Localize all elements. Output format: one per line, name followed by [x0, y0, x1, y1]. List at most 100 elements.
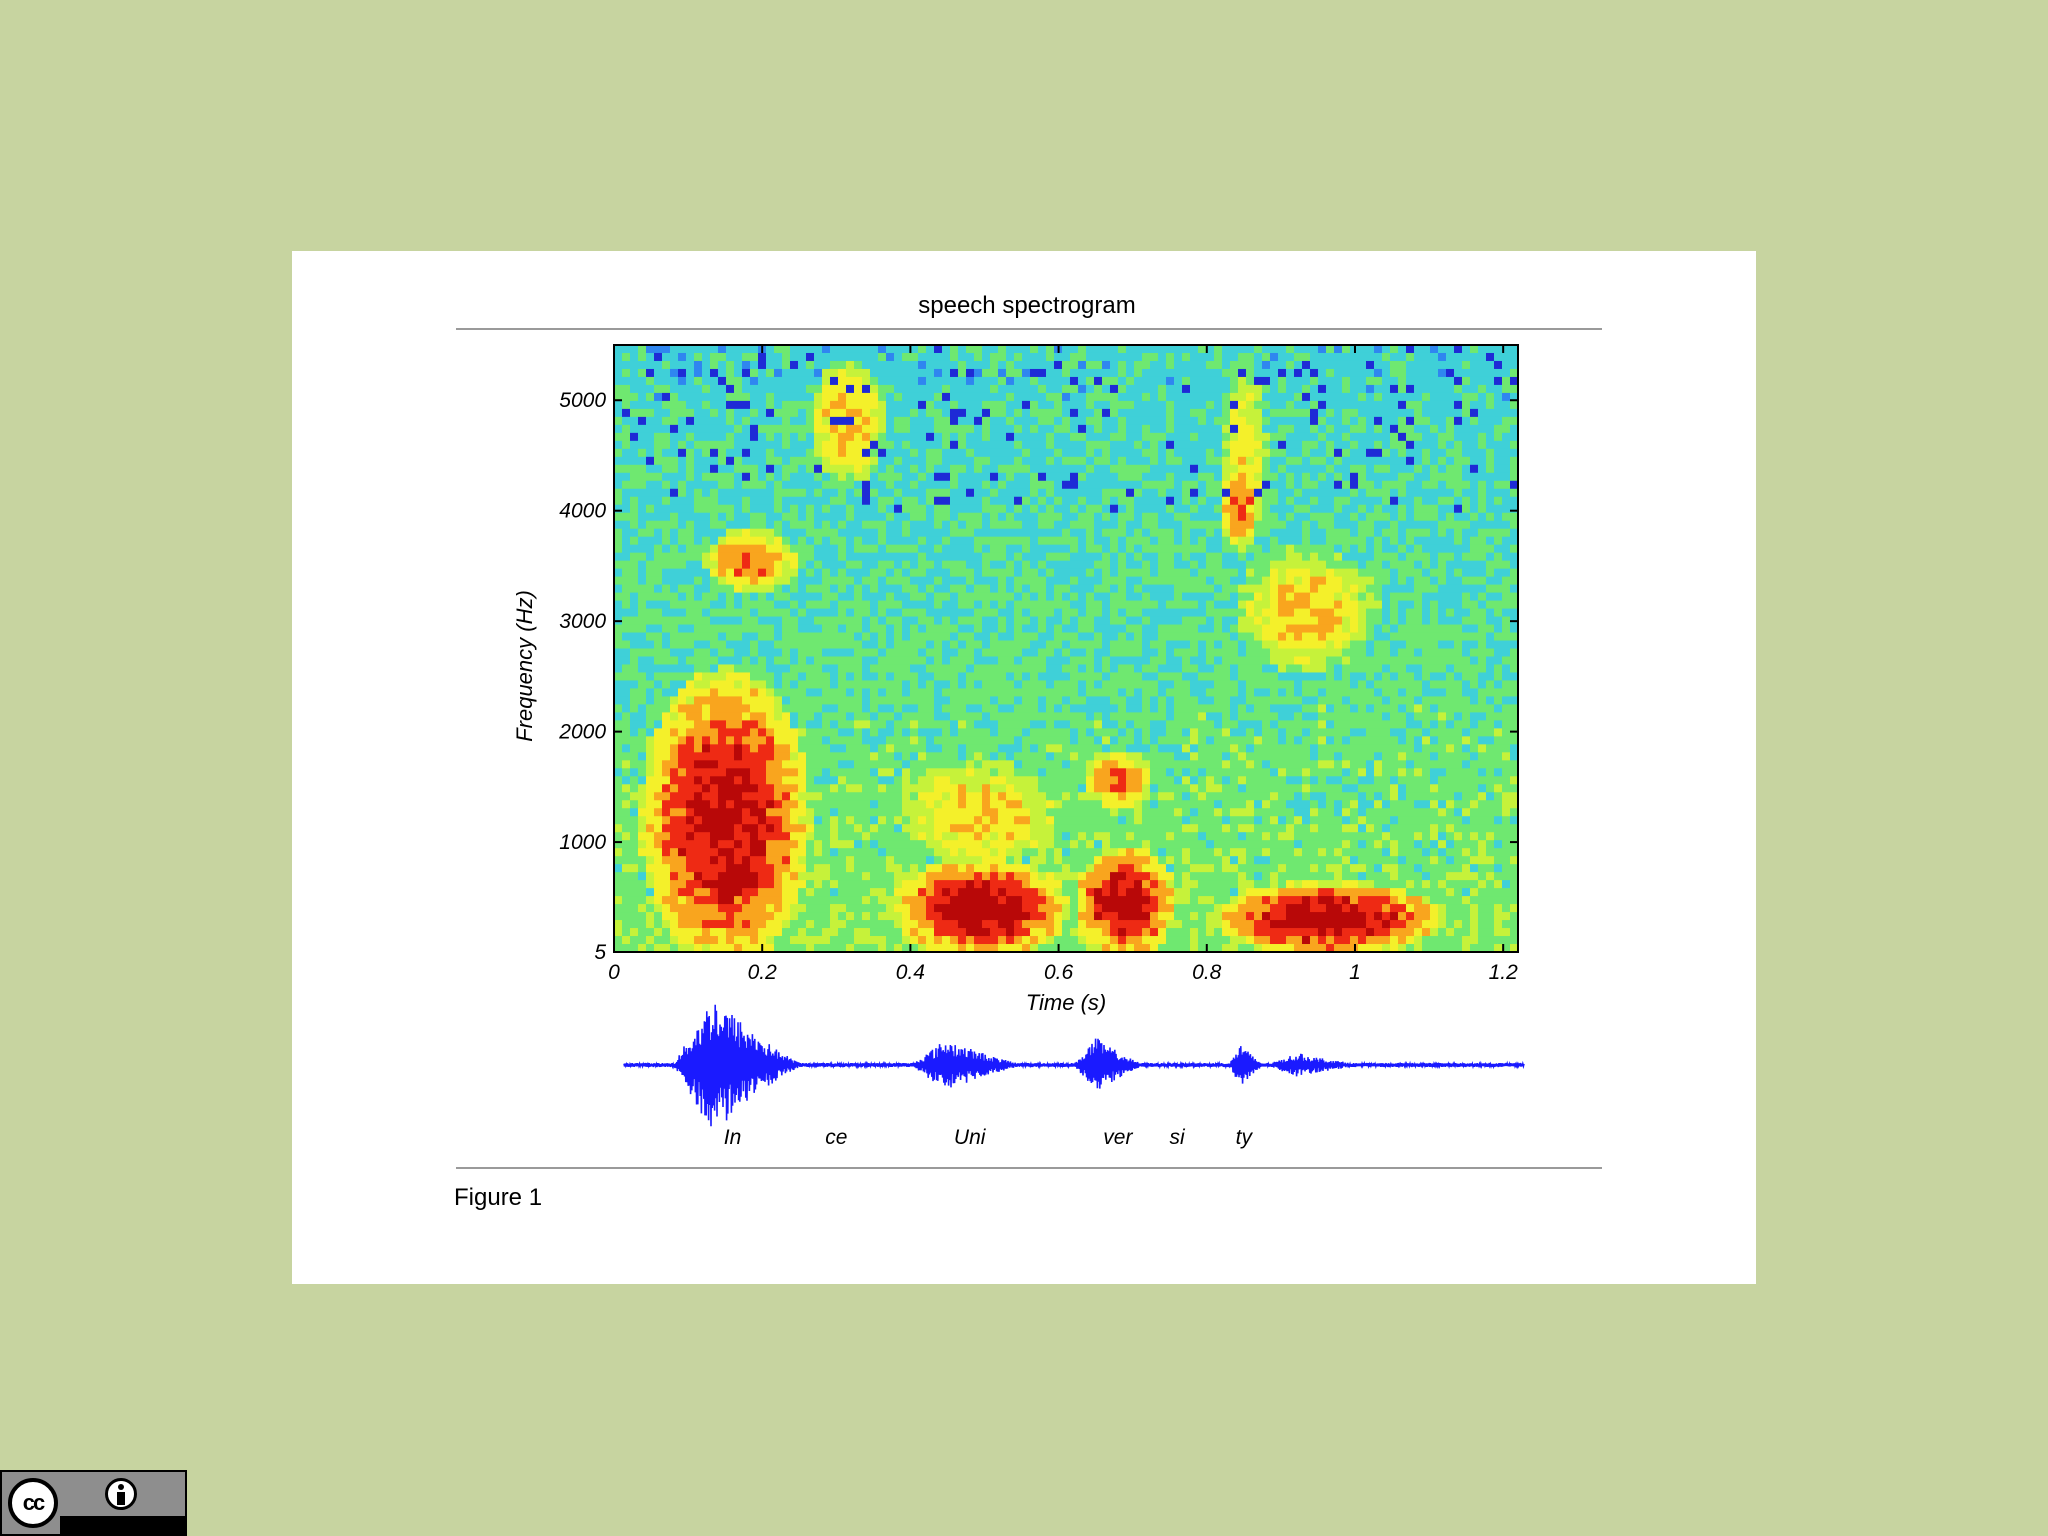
heatmap-cell	[830, 528, 839, 538]
heatmap-cell	[766, 728, 775, 737]
heatmap-cell	[1118, 680, 1127, 690]
heatmap-cell	[1046, 728, 1055, 737]
heatmap-cell	[950, 600, 959, 610]
heatmap-cell	[918, 792, 927, 801]
heatmap-cell	[878, 664, 887, 674]
heatmap-cell	[870, 656, 879, 666]
heatmap-cell	[1022, 920, 1031, 929]
heatmap-cell	[1014, 704, 1023, 713]
heatmap-cell	[638, 912, 647, 921]
heatmap-cell	[822, 872, 831, 881]
heatmap-cell	[990, 896, 999, 905]
heatmap-cell	[1102, 552, 1111, 562]
heatmap-cell	[670, 824, 679, 833]
heatmap-cell	[1046, 488, 1055, 498]
heatmap-cell	[782, 936, 791, 945]
heatmap-cell	[854, 584, 863, 594]
heatmap-cell	[982, 696, 991, 706]
heatmap-cell	[910, 472, 919, 482]
heatmap-cell	[974, 880, 983, 889]
heatmap-cell	[750, 568, 759, 578]
heatmap-cell	[694, 776, 703, 785]
heatmap-cell	[654, 416, 663, 426]
heatmap-cell	[910, 880, 919, 889]
heatmap-cell	[862, 368, 871, 378]
heatmap-cell	[1102, 568, 1111, 578]
heatmap-cell	[806, 448, 815, 458]
heatmap-cell	[1070, 688, 1079, 698]
heatmap-cell	[854, 416, 863, 426]
heatmap-cell	[982, 936, 991, 945]
heatmap-cell	[702, 400, 711, 410]
heatmap-cell	[710, 576, 719, 586]
heatmap-cell	[886, 496, 895, 506]
heatmap-cell	[1126, 368, 1135, 378]
heatmap-cell	[654, 608, 663, 618]
heatmap-cell	[1070, 784, 1079, 793]
heatmap-cell	[734, 928, 743, 937]
heatmap-cell	[806, 592, 815, 602]
heatmap-cell	[822, 824, 831, 833]
heatmap-cell	[1022, 808, 1031, 817]
heatmap-cell	[990, 848, 999, 857]
heatmap-cell	[846, 480, 855, 490]
heatmap-cell	[790, 512, 799, 522]
heatmap-cell	[758, 704, 767, 713]
heatmap-cell	[1046, 520, 1055, 530]
heatmap-cell	[734, 920, 743, 929]
heatmap-cell	[790, 704, 799, 713]
heatmap-cell	[790, 576, 799, 586]
heatmap-cell	[1046, 528, 1055, 538]
heatmap-cell	[950, 352, 959, 362]
heatmap-cell	[870, 424, 879, 434]
heatmap-cell	[998, 464, 1007, 474]
heatmap-cell	[1070, 744, 1079, 753]
heatmap-cell	[614, 600, 623, 610]
heatmap-cell	[854, 520, 863, 530]
heatmap-cell	[1094, 936, 1103, 945]
heatmap-cell	[702, 880, 711, 889]
heatmap-cell	[942, 664, 951, 674]
heatmap-cell	[910, 512, 919, 522]
heatmap-cell	[614, 816, 623, 825]
heatmap-cell	[1110, 608, 1119, 618]
heatmap-cell	[734, 696, 743, 706]
heatmap-cell	[678, 568, 687, 578]
heatmap-cell	[950, 712, 959, 721]
heatmap-cell	[654, 360, 663, 370]
heatmap-cell	[974, 768, 983, 777]
heatmap-cell	[966, 520, 975, 530]
heatmap-cell	[750, 520, 759, 530]
heatmap-cell	[766, 536, 775, 546]
heatmap-cell	[798, 752, 807, 761]
heatmap-cell	[1102, 352, 1111, 362]
heatmap-cell	[1126, 408, 1135, 418]
heatmap-cell	[1110, 912, 1119, 921]
heatmap-cell	[894, 784, 903, 793]
heatmap-cell	[742, 528, 751, 538]
heatmap-cell	[822, 856, 831, 865]
heatmap-cell	[694, 792, 703, 801]
heatmap-cell	[1014, 656, 1023, 666]
heatmap-cell	[1038, 824, 1047, 833]
heatmap-cell	[990, 345, 999, 354]
heatmap-cell	[1118, 888, 1127, 897]
heatmap-cell	[990, 912, 999, 921]
heatmap-cell	[1086, 784, 1095, 793]
heatmap-cell	[934, 408, 943, 418]
heatmap-cell	[982, 848, 991, 857]
heatmap-cell	[902, 416, 911, 426]
heatmap-cell	[630, 640, 639, 650]
heatmap-cell	[990, 400, 999, 410]
heatmap-cell	[710, 456, 719, 466]
heatmap-cell	[1102, 816, 1111, 825]
heatmap-cell	[966, 432, 975, 442]
heatmap-cell	[958, 368, 967, 378]
heatmap-cell	[990, 392, 999, 402]
heatmap-cell	[734, 408, 743, 418]
heatmap-cell	[646, 520, 655, 530]
heatmap-cell	[790, 408, 799, 418]
heatmap-cell	[1046, 480, 1055, 490]
heatmap-cell	[1022, 944, 1031, 953]
heatmap-cell	[1062, 456, 1071, 466]
